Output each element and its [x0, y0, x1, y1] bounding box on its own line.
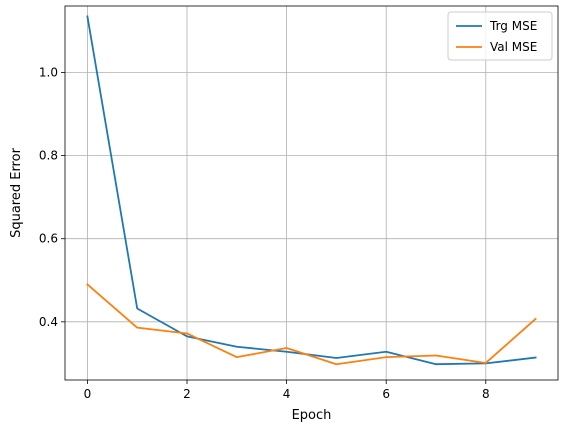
legend-label-trg: Trg MSE	[489, 19, 537, 33]
y-tick-label: 0.4	[39, 315, 58, 329]
series-line-val	[86, 283, 537, 366]
x-tick-label: 4	[283, 387, 291, 401]
y-tick-label: 1.0	[39, 65, 58, 79]
y-axis-label: Squared Error	[9, 147, 24, 237]
x-tick-label: 0	[84, 387, 92, 401]
axis-ticks: 0 2 4 6 8 0.4 0.6 0.8 1.0	[39, 65, 490, 401]
y-tick-label: 0.8	[39, 149, 58, 163]
y-tick-label: 0.6	[39, 232, 58, 246]
axes-frame	[64, 5, 559, 381]
x-axis-label: Epoch	[292, 408, 332, 423]
x-tick-label: 8	[482, 387, 490, 401]
x-tick-label: 6	[382, 387, 390, 401]
series-lines	[86, 15, 537, 366]
x-tick-label: 2	[183, 387, 191, 401]
legend-box	[447, 11, 553, 61]
legend-label-val: Val MSE	[490, 40, 537, 54]
grid	[65, 6, 558, 380]
legend: Trg MSE Val MSE	[447, 11, 553, 61]
series-line-trg	[86, 15, 537, 366]
